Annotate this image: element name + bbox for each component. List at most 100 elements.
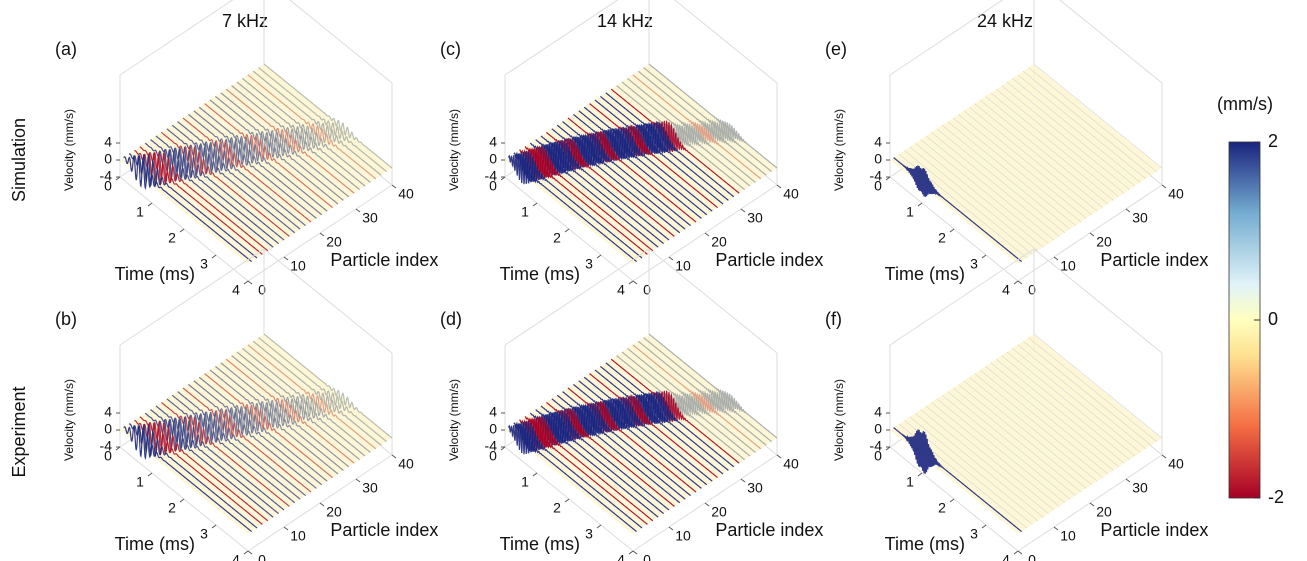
wave-trace bbox=[985, 366, 1114, 471]
y-axis-label: Particle index bbox=[330, 520, 438, 540]
wave-trace bbox=[627, 77, 756, 183]
wave-trace bbox=[915, 143, 1044, 248]
wave-trace bbox=[508, 423, 637, 533]
wave-trace bbox=[540, 135, 670, 241]
wave-trace bbox=[1017, 74, 1146, 179]
wave-trace bbox=[942, 125, 1071, 230]
y-tick-label: 40 bbox=[398, 186, 414, 202]
wave-trace bbox=[979, 369, 1109, 475]
box-edge bbox=[504, 248, 778, 354]
wave-trace bbox=[546, 131, 675, 237]
wave-trace bbox=[529, 142, 659, 248]
x-tick-label: 2 bbox=[553, 500, 561, 516]
panel-label: (d) bbox=[440, 309, 462, 329]
wave-trace bbox=[904, 150, 1033, 255]
wave-trace bbox=[936, 128, 1065, 233]
x-tick-label: 0 bbox=[489, 178, 497, 194]
x-tick-label: 0 bbox=[104, 448, 112, 464]
wave-trace bbox=[594, 99, 724, 205]
y-axis-label: Particle index bbox=[1100, 250, 1208, 270]
wave-trace bbox=[952, 117, 1082, 223]
x-tick-label: 1 bbox=[906, 474, 914, 490]
x-tick bbox=[1013, 550, 1019, 555]
wave-trace bbox=[209, 99, 339, 205]
x-axis-label: Time (ms) bbox=[115, 264, 195, 284]
wave-trace bbox=[920, 409, 1049, 514]
row-label: Simulation bbox=[9, 118, 29, 202]
wave-trace bbox=[258, 67, 387, 173]
x-tick bbox=[532, 202, 538, 207]
y-tick-label: 30 bbox=[1132, 210, 1148, 226]
y-tick bbox=[247, 550, 253, 555]
y-tick-label: 40 bbox=[398, 456, 414, 472]
wave-trace bbox=[931, 402, 1060, 507]
z-axis-label: Velocity (mm/s) bbox=[832, 379, 846, 461]
wave-trace bbox=[589, 373, 718, 479]
x-tick-label: 1 bbox=[136, 204, 144, 220]
wave-trace bbox=[177, 121, 306, 227]
wave-trace bbox=[605, 92, 735, 198]
wave-trace bbox=[508, 153, 637, 263]
wave-trace bbox=[242, 77, 371, 183]
wave-trace bbox=[188, 383, 317, 489]
x-tick bbox=[917, 472, 923, 477]
wave-trace bbox=[188, 113, 317, 219]
wave-trace bbox=[524, 146, 654, 252]
wave-trace bbox=[540, 405, 670, 511]
wave-trace bbox=[258, 337, 387, 443]
wave-trace bbox=[920, 139, 1049, 244]
wave-trace bbox=[1012, 78, 1141, 183]
x-tick-label: 4 bbox=[232, 282, 240, 298]
box-edge bbox=[889, 248, 1163, 354]
column-title: 14 kHz bbox=[597, 11, 653, 31]
wave-trace bbox=[974, 373, 1103, 478]
x-tick-label: 0 bbox=[104, 178, 112, 194]
wave-trace bbox=[161, 401, 290, 507]
wave-trace bbox=[952, 387, 1082, 493]
y-tick-label: 10 bbox=[1060, 528, 1076, 544]
z-tick-label: 0 bbox=[489, 421, 497, 437]
wave-trace bbox=[546, 401, 675, 507]
x-tick bbox=[211, 524, 217, 529]
wave-trace bbox=[1033, 63, 1163, 169]
wave-trace bbox=[648, 333, 778, 439]
wave-trace bbox=[610, 358, 740, 464]
z-tick-label: 4 bbox=[874, 404, 882, 420]
wave-trace bbox=[616, 355, 745, 461]
wave-trace bbox=[990, 362, 1119, 467]
x-tick-label: 4 bbox=[232, 552, 240, 561]
z-tick-label: 4 bbox=[104, 134, 112, 150]
wave-trace bbox=[1006, 81, 1136, 187]
wave-trace bbox=[632, 344, 762, 450]
wave-trace bbox=[958, 114, 1087, 219]
wave-trace bbox=[198, 376, 328, 482]
wave-trace bbox=[155, 135, 285, 241]
wave-trace bbox=[637, 340, 767, 446]
wave-trace bbox=[562, 391, 691, 497]
row-label: Experiment bbox=[9, 386, 29, 477]
wave-trace bbox=[600, 95, 729, 201]
wave-trace bbox=[220, 362, 350, 468]
wave-trace bbox=[242, 347, 371, 453]
wave-trace bbox=[150, 139, 279, 245]
wave-trace bbox=[909, 146, 1038, 251]
x-tick-label: 2 bbox=[553, 230, 561, 246]
x-tick bbox=[628, 280, 634, 285]
y-tick-label: 20 bbox=[711, 234, 727, 250]
y-tick-label: 40 bbox=[1168, 186, 1184, 202]
x-tick bbox=[628, 550, 634, 555]
wave-trace bbox=[632, 74, 762, 180]
wave-trace bbox=[263, 333, 393, 439]
wave-trace bbox=[893, 157, 1022, 263]
y-tick-label: 30 bbox=[747, 480, 763, 496]
wave-trace bbox=[215, 365, 344, 471]
y-tick bbox=[283, 256, 289, 261]
x-tick-label: 4 bbox=[617, 552, 625, 561]
wave-trace bbox=[198, 106, 328, 212]
y-tick-label: 40 bbox=[783, 456, 799, 472]
y-tick-label: 20 bbox=[1096, 234, 1112, 250]
x-tick-label: 1 bbox=[906, 204, 914, 220]
y-tick bbox=[1125, 478, 1131, 483]
x-tick bbox=[596, 524, 602, 529]
